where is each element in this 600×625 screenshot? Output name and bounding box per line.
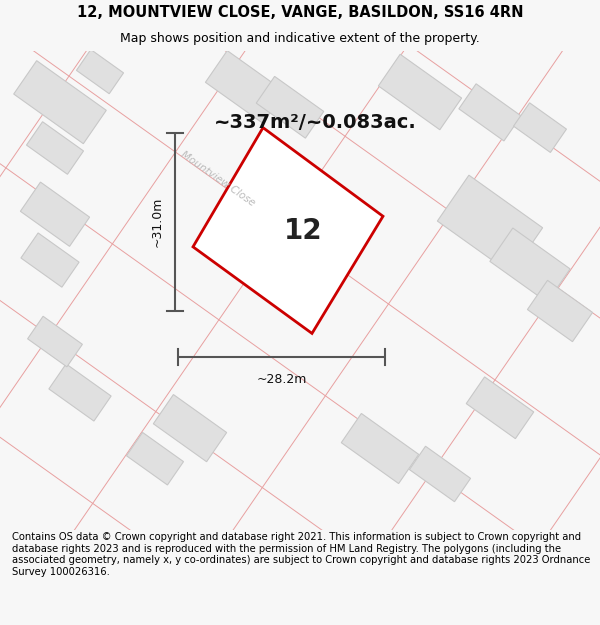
Polygon shape [21, 233, 79, 288]
Polygon shape [341, 414, 419, 484]
Text: 12, MOUNTVIEW CLOSE, VANGE, BASILDON, SS16 4RN: 12, MOUNTVIEW CLOSE, VANGE, BASILDON, SS… [77, 5, 523, 20]
Text: Map shows position and indicative extent of the property.: Map shows position and indicative extent… [120, 32, 480, 45]
Polygon shape [205, 51, 284, 123]
Polygon shape [193, 127, 383, 333]
Polygon shape [256, 76, 324, 138]
Polygon shape [466, 377, 534, 439]
Text: 12: 12 [283, 217, 322, 245]
Text: Mountview Close: Mountview Close [179, 149, 257, 208]
Polygon shape [379, 54, 461, 130]
Polygon shape [437, 175, 542, 274]
Polygon shape [527, 281, 593, 342]
Polygon shape [127, 432, 184, 485]
Polygon shape [28, 316, 82, 367]
Polygon shape [14, 61, 106, 144]
Polygon shape [76, 49, 124, 94]
Polygon shape [459, 84, 521, 141]
Text: ~337m²/~0.083ac.: ~337m²/~0.083ac. [214, 113, 416, 132]
Polygon shape [20, 182, 89, 246]
Text: ~31.0m: ~31.0m [151, 197, 163, 247]
Polygon shape [514, 103, 566, 152]
Polygon shape [49, 364, 111, 421]
Polygon shape [409, 446, 470, 502]
Text: Contains OS data © Crown copyright and database right 2021. This information is : Contains OS data © Crown copyright and d… [12, 532, 590, 577]
Polygon shape [490, 228, 570, 302]
Polygon shape [154, 394, 227, 462]
Polygon shape [26, 122, 83, 174]
Text: ~28.2m: ~28.2m [256, 372, 307, 386]
